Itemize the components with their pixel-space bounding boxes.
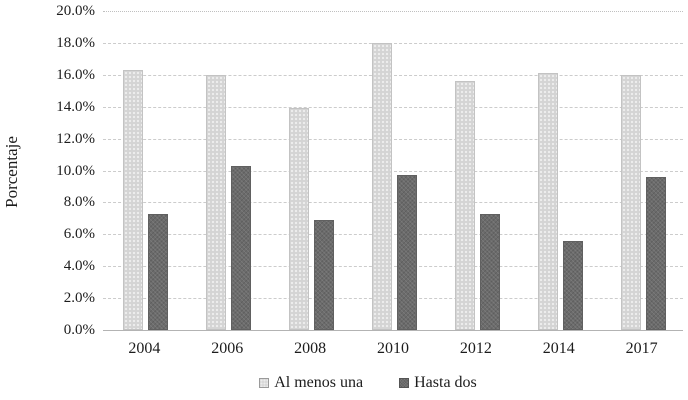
gridline <box>103 74 683 76</box>
gridline <box>103 138 683 140</box>
bar-al-menos-una <box>206 74 227 330</box>
x-tick-label: 2017 <box>625 340 658 357</box>
y-tick-label: 20.0% <box>56 3 95 19</box>
legend-label: Al menos una <box>274 374 364 391</box>
x-tick-label: 2014 <box>542 340 575 357</box>
gridline <box>103 202 683 204</box>
y-tick-label: 0.0% <box>63 322 95 338</box>
gridline <box>103 170 683 172</box>
bar-al-menos-una <box>123 70 144 330</box>
legend-item-hasta-dos: Hasta dos <box>399 374 477 392</box>
plot-area <box>103 11 683 331</box>
bar-hasta-dos <box>231 165 252 330</box>
y-axis-tick-labels: 0.0% 2.0% 4.0% 6.0% 8.0% 10.0% 12.0% 14.0% 16.0%… <box>0 0 95 340</box>
y-tick-label: 16.0% <box>56 66 95 83</box>
x-tick-label: 2008 <box>294 340 327 357</box>
y-tick-label: 18.0% <box>56 34 95 51</box>
legend-swatch-hasta-dos <box>399 378 410 388</box>
bar-hasta-dos <box>562 240 583 330</box>
x-tick-label: 2004 <box>128 340 161 357</box>
gridline <box>103 106 683 108</box>
y-tick-label: 2.0% <box>63 290 95 307</box>
legend-swatch-al-menos-una <box>259 378 270 388</box>
legend: Al menos una Hasta dos <box>0 374 688 392</box>
gridline <box>103 11 683 12</box>
y-tick-label: 14.0% <box>56 98 95 115</box>
x-tick-label: 2010 <box>377 340 409 357</box>
bar-hasta-dos <box>148 213 169 330</box>
y-tick-label: 4.0% <box>63 258 95 275</box>
x-tick-label: 2006 <box>211 340 244 357</box>
y-tick-label: 12.0% <box>56 130 95 147</box>
gridline <box>103 298 683 300</box>
bar-hasta-dos <box>397 175 417 330</box>
y-tick-label: 6.0% <box>63 226 95 243</box>
y-tick-label: 10.0% <box>56 162 95 179</box>
legend-item-al-menos-una: Al menos una <box>259 374 363 392</box>
bar-al-menos-una <box>372 42 392 330</box>
bar-al-menos-una <box>454 81 475 330</box>
gridline <box>103 234 683 236</box>
gridline <box>103 42 683 44</box>
legend-label: Hasta dos <box>414 374 477 391</box>
x-tick-label: 2012 <box>459 340 492 357</box>
bar-al-menos-una <box>289 108 310 330</box>
gridline <box>103 266 683 268</box>
bar-hasta-dos <box>479 213 500 330</box>
y-tick-label: 8.0% <box>63 194 95 211</box>
bar-hasta-dos <box>645 176 666 330</box>
bar-hasta-dos <box>314 219 335 330</box>
bar-al-menos-una <box>537 73 558 330</box>
bar-al-menos-una <box>620 74 641 330</box>
